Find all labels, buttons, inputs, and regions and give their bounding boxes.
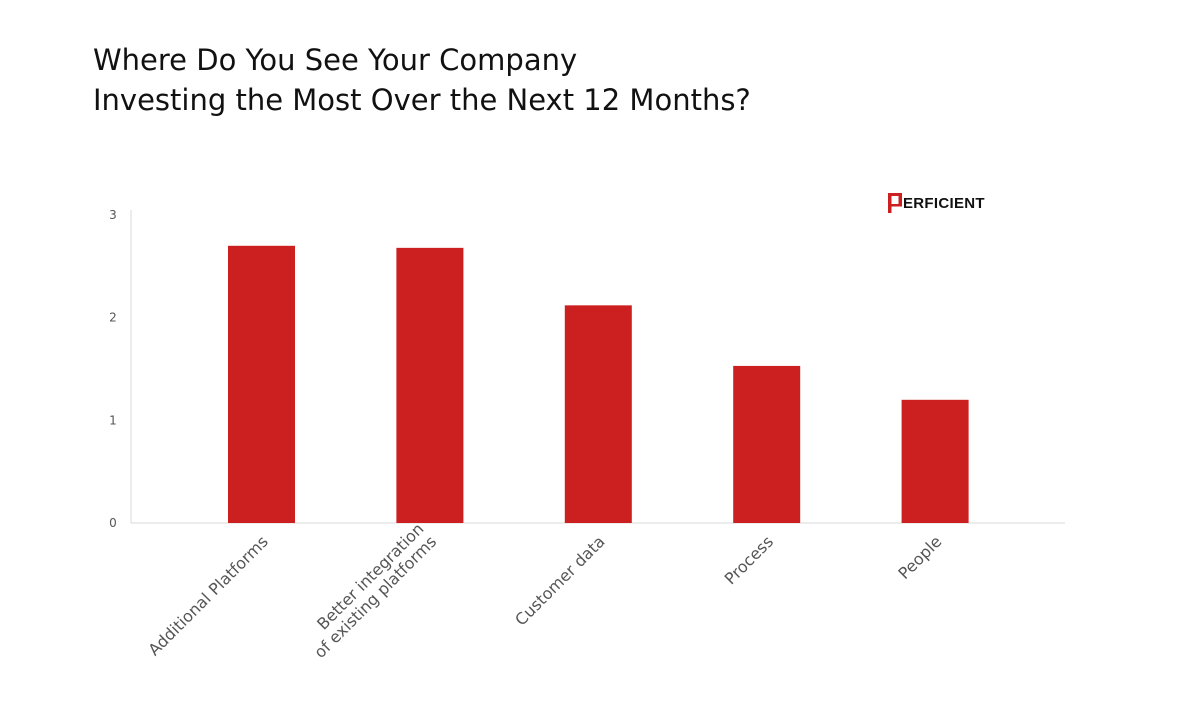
bar: [901, 399, 969, 523]
x-category-label-line: Additional Platforms: [144, 532, 271, 659]
x-category-label: Process: [721, 532, 777, 588]
y-tick-label: 0: [109, 516, 117, 530]
x-category-label-line: Process: [721, 532, 777, 588]
x-category-label: People: [894, 532, 945, 583]
x-category-label: Customer data: [511, 532, 608, 629]
x-category-label-line: People: [894, 532, 945, 583]
perficient-p-logo-icon: [888, 193, 902, 213]
x-category-label: Additional Platforms: [144, 532, 271, 659]
y-tick-label: 2: [109, 311, 117, 325]
bar: [228, 245, 295, 524]
y-tick-label: 1: [109, 413, 117, 427]
chart-title-line-2: Investing the Most Over the Next 12 Mont…: [93, 83, 751, 117]
x-category-label: Better integrationof existing platforms: [298, 519, 441, 662]
chart-title-line-1: Where Do You See Your Company: [93, 43, 578, 77]
logo-wordmark: ERFICIENT: [903, 194, 985, 212]
bar: [564, 305, 632, 523]
x-category-label-line: of existing platforms: [310, 532, 440, 662]
x-category-label-line: Customer data: [511, 532, 608, 629]
x-category-label-line: Better integration: [313, 519, 427, 633]
perficient-logo: ERFICIENT: [888, 193, 985, 213]
bar: [396, 247, 464, 523]
y-tick-label: 3: [109, 208, 117, 222]
chart-title: Where Do You See Your Company Investing …: [93, 40, 751, 120]
bar: [733, 365, 801, 523]
